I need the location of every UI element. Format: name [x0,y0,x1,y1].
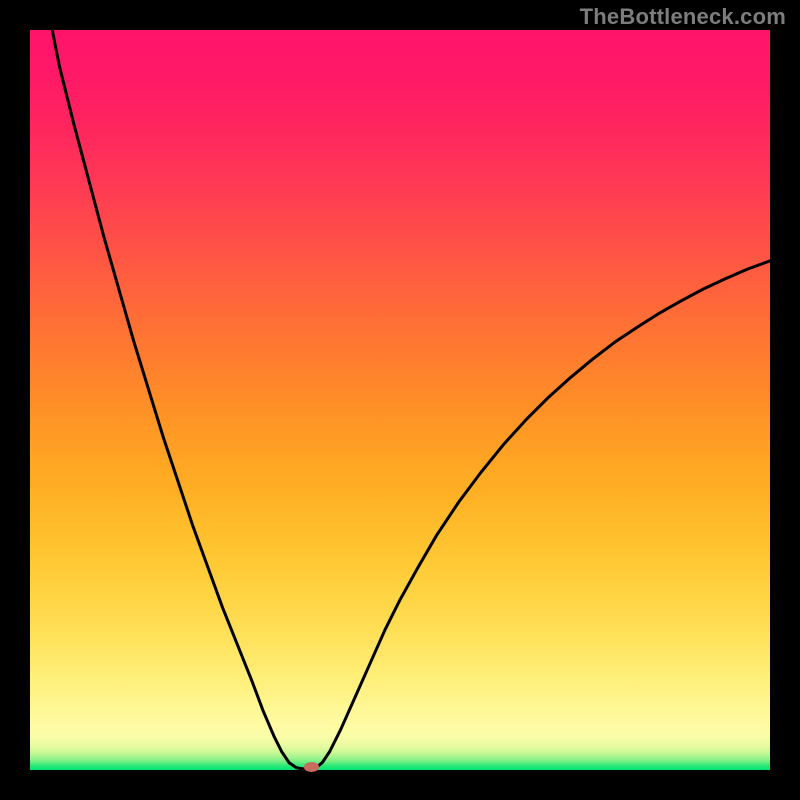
curve-layer [30,30,770,770]
bottleneck-curve [52,30,770,769]
chart-frame: TheBottleneck.com [0,0,800,800]
watermark-text: TheBottleneck.com [580,4,786,30]
plot-area [30,30,770,770]
optimal-point-marker [304,762,319,772]
